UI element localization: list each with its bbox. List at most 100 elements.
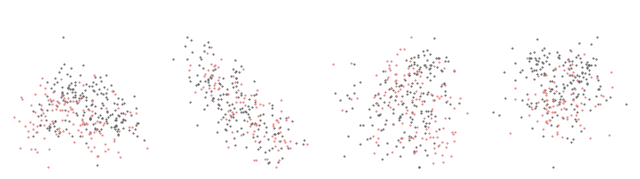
Point — [574, 81, 584, 84]
Point — [552, 113, 562, 116]
Point — [575, 79, 586, 82]
Point — [384, 67, 394, 70]
Point — [60, 100, 70, 103]
Point — [499, 70, 509, 73]
Point — [221, 101, 232, 103]
Point — [86, 110, 97, 113]
Point — [406, 110, 417, 113]
Point — [180, 45, 191, 48]
Point — [74, 97, 84, 100]
Point — [532, 62, 543, 65]
Point — [44, 125, 54, 127]
Point — [563, 68, 573, 71]
Point — [397, 102, 408, 105]
Point — [228, 67, 238, 70]
Point — [74, 101, 84, 103]
Point — [214, 81, 225, 84]
Point — [539, 89, 549, 91]
Point — [380, 79, 390, 81]
Point — [277, 135, 287, 137]
Point — [411, 105, 421, 108]
Point — [405, 116, 415, 119]
Point — [544, 118, 554, 121]
Point — [440, 145, 451, 148]
Point — [231, 90, 241, 93]
Point — [541, 74, 552, 77]
Point — [522, 92, 532, 95]
Point — [590, 64, 600, 67]
Point — [31, 150, 42, 153]
Point — [404, 124, 415, 127]
Point — [95, 91, 106, 94]
Point — [441, 56, 451, 59]
Point — [532, 120, 542, 123]
Point — [131, 128, 141, 130]
Point — [404, 74, 415, 76]
Point — [106, 83, 116, 86]
Point — [248, 158, 259, 161]
Point — [46, 100, 56, 103]
Point — [397, 94, 407, 97]
Point — [550, 66, 560, 69]
Point — [397, 85, 408, 88]
Point — [545, 124, 556, 127]
Point — [273, 161, 284, 164]
Point — [549, 81, 559, 84]
Point — [595, 103, 605, 105]
Point — [396, 88, 406, 91]
Point — [370, 93, 380, 96]
Point — [605, 96, 615, 98]
Point — [355, 124, 365, 127]
Point — [406, 135, 417, 138]
Point — [559, 86, 569, 88]
Point — [102, 87, 112, 90]
Point — [418, 49, 428, 52]
Point — [328, 62, 338, 65]
Point — [531, 59, 541, 62]
Point — [533, 59, 543, 62]
Point — [412, 73, 422, 76]
Point — [406, 120, 416, 123]
Point — [253, 115, 263, 118]
Point — [270, 137, 280, 140]
Point — [573, 118, 583, 121]
Point — [109, 101, 119, 104]
Point — [88, 89, 99, 91]
Point — [206, 74, 216, 76]
Point — [65, 88, 76, 91]
Point — [541, 99, 552, 102]
Point — [281, 116, 291, 119]
Point — [238, 110, 248, 113]
Point — [42, 95, 52, 97]
Point — [228, 106, 239, 109]
Point — [81, 128, 91, 131]
Point — [95, 76, 105, 79]
Point — [414, 97, 424, 100]
Point — [440, 60, 450, 62]
Point — [270, 145, 280, 148]
Point — [77, 117, 87, 120]
Point — [352, 97, 362, 100]
Point — [47, 119, 58, 122]
Point — [225, 113, 236, 116]
Point — [29, 111, 40, 114]
Point — [68, 111, 78, 114]
Point — [93, 120, 104, 123]
Point — [564, 81, 575, 84]
Point — [380, 122, 390, 125]
Point — [550, 99, 560, 102]
Point — [202, 52, 212, 55]
Point — [61, 72, 72, 75]
Point — [204, 87, 214, 90]
Point — [438, 161, 448, 163]
Point — [588, 56, 598, 59]
Point — [91, 82, 101, 85]
Point — [211, 81, 221, 84]
Point — [547, 88, 557, 91]
Point — [349, 83, 360, 86]
Point — [283, 147, 293, 150]
Point — [425, 78, 435, 81]
Point — [407, 112, 417, 114]
Point — [255, 113, 265, 116]
Point — [215, 83, 225, 86]
